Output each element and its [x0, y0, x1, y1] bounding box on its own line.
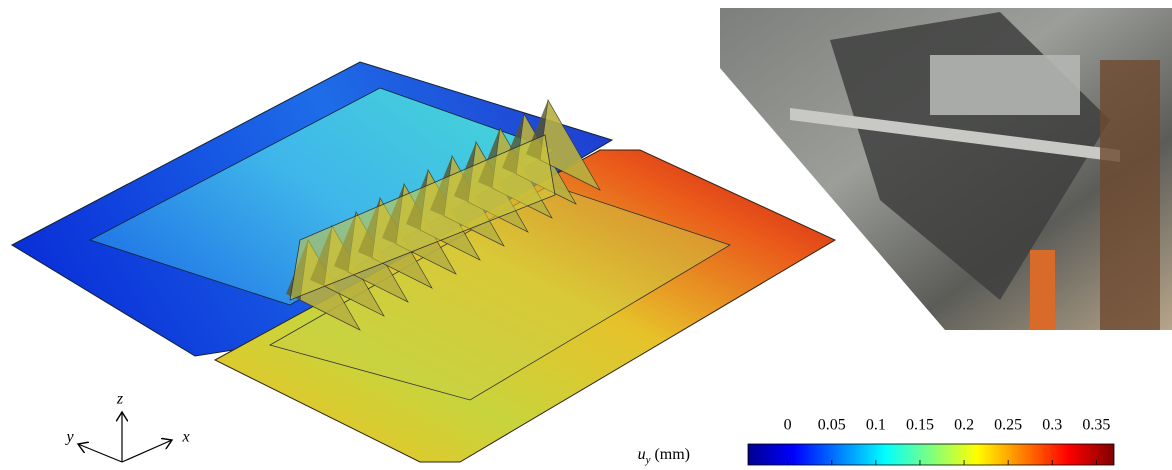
colorbar-tick-label: 0.15 — [906, 417, 934, 434]
fe-model — [10, 61, 837, 463]
photo-lift — [1030, 250, 1055, 330]
web — [289, 134, 556, 301]
photo-beam — [790, 108, 1120, 162]
colorbar-tick-label: 0.05 — [818, 417, 846, 434]
y-arrow — [78, 444, 123, 463]
stiffeners — [286, 98, 601, 331]
colorbar-tick-label: 0.1 — [866, 417, 886, 434]
photo-box — [930, 55, 1080, 115]
photo-rack — [1100, 60, 1160, 330]
colorbar-subscript: y — [645, 454, 651, 466]
colorbar-tick-label: 0.35 — [1082, 417, 1110, 434]
colorbar-symbol: u — [638, 446, 646, 463]
colorbar-tick-label: 0.2 — [954, 417, 974, 434]
z-label: z — [116, 391, 124, 408]
x-label: x — [181, 429, 189, 446]
colorbar-tick-label: 0 — [784, 417, 792, 434]
axis-triad: z y x — [64, 391, 190, 463]
colorbar-label: uy (mm) — [638, 446, 690, 466]
colorbar-tick-label: 0.25 — [994, 417, 1022, 434]
colorbar-tick-label: 0.3 — [1042, 417, 1062, 434]
y-label: y — [64, 429, 74, 446]
photo — [720, 8, 1172, 330]
colorbar-unit: (mm) — [654, 446, 690, 463]
colorbar-scale — [747, 443, 1115, 466]
x-arrow — [121, 440, 172, 463]
colorbar: uy (mm) 0 0.05 0.1 0.15 0.2 0.25 0.3 0.35 — [638, 417, 1115, 466]
